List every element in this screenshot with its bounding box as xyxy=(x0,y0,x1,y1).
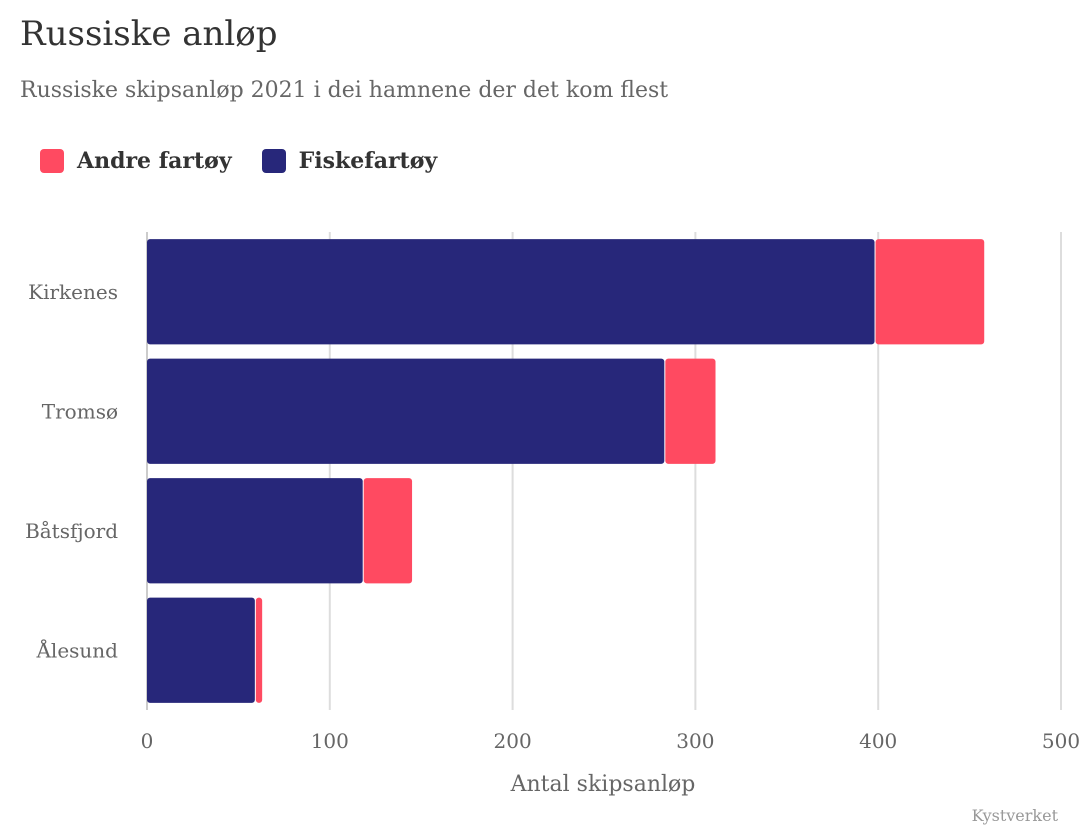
category-label: Ålesund xyxy=(35,637,118,662)
x-tick-label: 500 xyxy=(1042,729,1080,753)
bar-tromsø-fiske[interactable] xyxy=(147,358,665,464)
legend: Andre fartøy Fiskefartøy xyxy=(40,148,467,174)
x-tick-label: 200 xyxy=(494,729,532,753)
source-credit: Kystverket xyxy=(971,806,1058,825)
legend-label-andre: Andre fartøy xyxy=(77,148,232,174)
chart-subtitle: Russiske skipsanløp 2021 i dei hamnene d… xyxy=(20,78,669,103)
category-label: Tromsø xyxy=(42,399,118,423)
bar-båtsfjord-andre[interactable] xyxy=(363,478,413,584)
bar-båtsfjord-fiske[interactable] xyxy=(147,478,363,584)
legend-label-fiske: Fiskefartøy xyxy=(298,148,438,174)
category-label: Kirkenes xyxy=(28,280,118,304)
bar-ålesund-fiske[interactable] xyxy=(147,597,255,703)
x-tick-label: 400 xyxy=(859,729,897,753)
x-axis-title: Antal skipsanløp xyxy=(510,772,696,797)
legend-swatch-fiske xyxy=(261,149,286,173)
x-tick-labels: 0 100 200 300 400 500 xyxy=(141,729,1080,753)
x-tick-label: 100 xyxy=(311,729,349,753)
legend-item-andre[interactable]: Andre fartøy xyxy=(40,148,232,174)
bar-kirkenes-fiske[interactable] xyxy=(147,239,875,345)
category-label: Båtsfjord xyxy=(25,519,118,543)
bar-kirkenes-andre[interactable] xyxy=(875,239,985,345)
chart-title: Russiske anløp xyxy=(20,14,278,54)
bar-tromsø-andre[interactable] xyxy=(665,358,716,464)
legend-item-fiske[interactable]: Fiskefartøy xyxy=(261,148,438,174)
legend-swatch-andre xyxy=(40,149,64,173)
bar-ålesund-andre[interactable] xyxy=(255,597,263,703)
category-labels: Kirkenes Tromsø Båtsfjord Ålesund xyxy=(25,280,118,663)
x-tick-label: 0 xyxy=(141,729,154,753)
x-tick-label: 300 xyxy=(676,729,714,753)
bars xyxy=(147,239,985,703)
